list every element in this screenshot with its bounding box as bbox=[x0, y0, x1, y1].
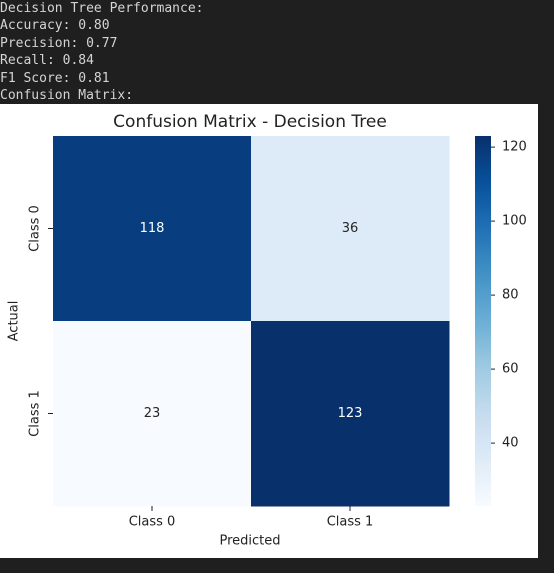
y-tick-label: Class 0 bbox=[28, 205, 43, 252]
chart-title: Confusion Matrix - Decision Tree bbox=[113, 112, 387, 132]
heatmap-cell bbox=[251, 321, 450, 507]
colorbar-tick-label: 120 bbox=[502, 140, 527, 155]
y-tick-label: Class 1 bbox=[28, 390, 43, 437]
colorbar bbox=[475, 136, 491, 506]
cell-label: 36 bbox=[342, 221, 359, 236]
colorbar-tick-label: 80 bbox=[502, 288, 519, 303]
colorbar-tick-label: 40 bbox=[502, 436, 519, 451]
colorbar-tick-label: 60 bbox=[502, 362, 519, 377]
console-line: Precision: 0.77 bbox=[0, 35, 118, 51]
console-line: Recall: 0.84 bbox=[0, 53, 94, 69]
cell-label: 23 bbox=[144, 406, 161, 421]
cell-label: 118 bbox=[140, 221, 165, 236]
console-line: Confusion Matrix: bbox=[0, 88, 134, 103]
cell-label: 123 bbox=[338, 406, 363, 421]
heatmap-cell bbox=[251, 136, 450, 322]
console-line: Decision Tree Performance: bbox=[0, 1, 204, 16]
y-axis-label: Actual bbox=[7, 301, 22, 342]
colorbar-tick-label: 100 bbox=[502, 214, 527, 229]
heatmap-cell bbox=[53, 136, 252, 322]
x-axis-label: Predicted bbox=[219, 534, 280, 549]
console-line: Accuracy: 0.80 bbox=[0, 18, 110, 34]
x-tick-label: Class 0 bbox=[129, 515, 176, 530]
heatmap-cell bbox=[53, 321, 252, 507]
x-tick-label: Class 1 bbox=[327, 515, 374, 530]
console-line: F1 Score: 0.81 bbox=[0, 70, 110, 86]
